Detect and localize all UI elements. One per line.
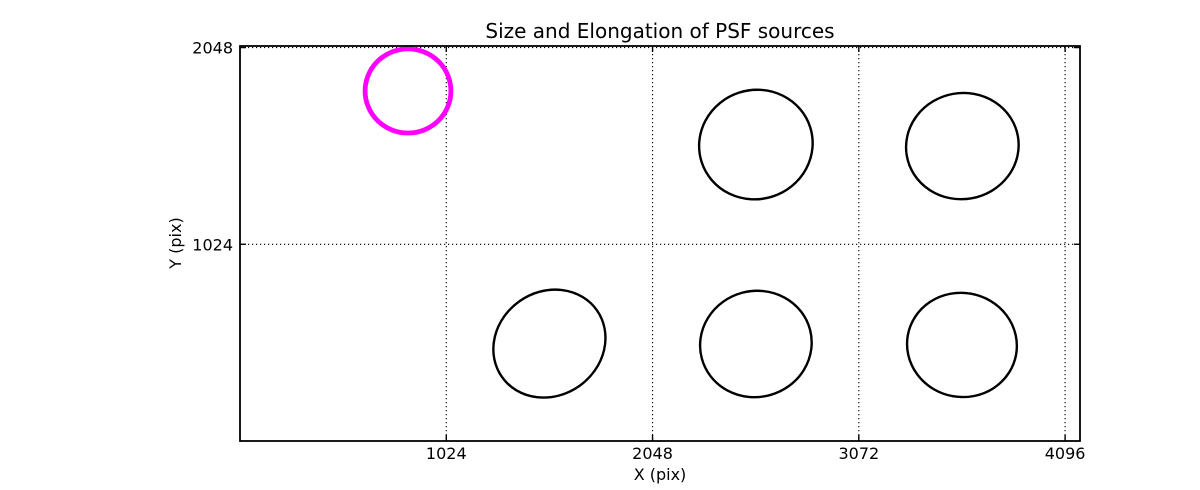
psf-source-ellipse-3 <box>492 288 607 399</box>
psf-source-ellipse-1 <box>697 88 814 201</box>
chart-title: Size and Elongation of PSF sources <box>485 19 835 43</box>
x-tick-label-2048: 2048 <box>632 444 673 463</box>
x-tick-label-1024: 1024 <box>426 444 467 463</box>
psf-source-ellipse-highlight <box>362 46 454 136</box>
x-tick-label-3072: 3072 <box>838 444 879 463</box>
axes-frame <box>239 45 1081 442</box>
psf-source-ellipse-5 <box>905 291 1019 399</box>
psf-source-ellipse-4 <box>698 289 813 399</box>
psf-source-ellipse-2 <box>904 91 1020 201</box>
y-axis-label: Y (pix) <box>166 217 185 269</box>
x-axis-label: X (pix) <box>633 465 687 484</box>
y-tick-label-2048: 2048 <box>192 39 233 58</box>
y-tick-label-1024: 1024 <box>192 235 233 254</box>
x-tick-label-4096: 4096 <box>1045 444 1086 463</box>
